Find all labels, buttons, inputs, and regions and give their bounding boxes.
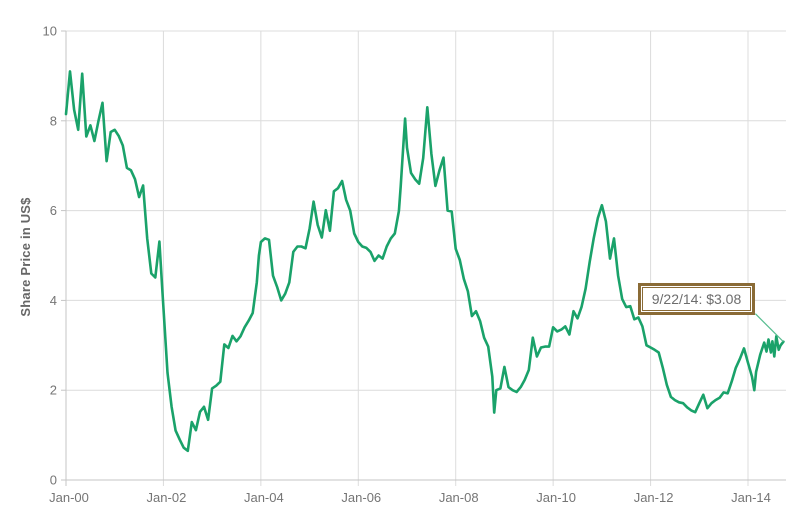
callout-leader-line bbox=[754, 313, 784, 343]
x-tick-label: Jan-14 bbox=[731, 490, 771, 505]
y-tick-label: 2 bbox=[50, 383, 57, 398]
y-tick-label: 10 bbox=[43, 24, 57, 39]
callout-label: 9/22/14: $3.08 bbox=[642, 287, 751, 311]
callout: 9/22/14: $3.08 bbox=[638, 283, 755, 315]
x-tick-label: Jan-12 bbox=[634, 490, 674, 505]
y-tick-label: 4 bbox=[50, 293, 57, 308]
price-line bbox=[64, 70, 785, 453]
y-tick-label: 6 bbox=[50, 203, 57, 218]
y-tick-label: 0 bbox=[50, 473, 57, 488]
x-tick-label: Jan-08 bbox=[439, 490, 479, 505]
x-tick-label: Jan-04 bbox=[244, 490, 284, 505]
x-tick-label: Jan-10 bbox=[536, 490, 576, 505]
y-axis-title: Share Price in US$ bbox=[18, 197, 33, 317]
x-tick-label: Jan-06 bbox=[341, 490, 381, 505]
x-tick-label: Jan-00 bbox=[49, 490, 89, 505]
y-tick-label: 8 bbox=[50, 113, 57, 128]
x-tick-label: Jan-02 bbox=[147, 490, 187, 505]
